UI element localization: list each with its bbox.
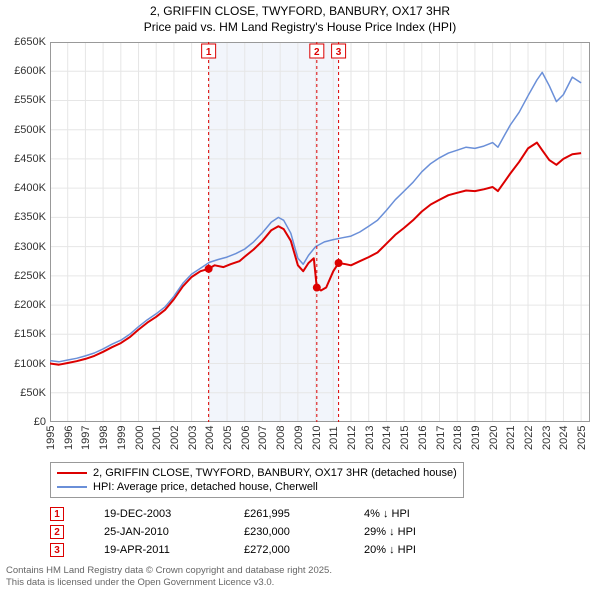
sales-row: 2 25-JAN-2010£230,00029% ↓ HPI	[50, 523, 484, 541]
x-tick-label: 2013	[364, 426, 376, 450]
y-axis: £0£50K£100K£150K£200K£250K£300K£350K£400…	[0, 42, 48, 422]
sale-price: £261,995	[244, 508, 364, 520]
legend-label: HPI: Average price, detached house, Cher…	[93, 481, 318, 493]
x-tick-label: 2008	[275, 426, 287, 450]
svg-text:1: 1	[206, 47, 212, 58]
y-tick-label: £250K	[14, 270, 46, 282]
footer-line-2: This data is licensed under the Open Gov…	[6, 577, 332, 588]
y-tick-label: £600K	[14, 65, 46, 77]
x-tick-label: 2004	[204, 426, 216, 450]
sale-price: £230,000	[244, 526, 364, 538]
title-line-2: Price paid vs. HM Land Registry's House …	[0, 20, 600, 36]
y-tick-label: £400K	[14, 182, 46, 194]
x-tick-label: 2017	[435, 426, 447, 450]
y-tick-label: £150K	[14, 328, 46, 340]
x-tick-label: 1995	[45, 426, 57, 450]
x-tick-label: 2023	[541, 426, 553, 450]
legend: 2, GRIFFIN CLOSE, TWYFORD, BANBURY, OX17…	[50, 462, 464, 498]
x-tick-label: 2016	[417, 426, 429, 450]
sale-date: 19-DEC-2003	[104, 508, 244, 520]
sale-marker-box: 1	[50, 507, 64, 521]
sale-diff: 20% ↓ HPI	[364, 544, 484, 556]
x-tick-label: 2002	[169, 426, 181, 450]
sales-row: 1 19-DEC-2003£261,9954% ↓ HPI	[50, 505, 484, 523]
x-tick-label: 2001	[151, 426, 163, 450]
x-tick-label: 2021	[505, 426, 517, 450]
footer-attribution: Contains HM Land Registry data © Crown c…	[6, 565, 332, 588]
footer-line-1: Contains HM Land Registry data © Crown c…	[6, 565, 332, 576]
x-tick-label: 2011	[328, 426, 340, 450]
title-line-1: 2, GRIFFIN CLOSE, TWYFORD, BANBURY, OX17…	[0, 4, 600, 20]
sale-diff: 29% ↓ HPI	[364, 526, 484, 538]
x-tick-label: 2005	[222, 426, 234, 450]
sales-row: 3 19-APR-2011£272,00020% ↓ HPI	[50, 541, 484, 559]
sale-diff: 4% ↓ HPI	[364, 508, 484, 520]
sale-marker-box: 3	[50, 543, 64, 557]
svg-text:3: 3	[336, 47, 342, 58]
y-tick-label: £350K	[14, 211, 46, 223]
y-tick-label: £200K	[14, 299, 46, 311]
sale-date: 19-APR-2011	[104, 544, 244, 556]
legend-swatch	[57, 472, 87, 474]
y-tick-label: £100K	[14, 358, 46, 370]
chart-title: 2, GRIFFIN CLOSE, TWYFORD, BANBURY, OX17…	[0, 0, 600, 35]
x-tick-label: 2024	[558, 426, 570, 450]
x-tick-label: 2009	[293, 426, 305, 450]
y-tick-label: £300K	[14, 241, 46, 253]
x-tick-label: 2003	[187, 426, 199, 450]
x-tick-label: 2010	[311, 426, 323, 450]
x-tick-label: 1999	[116, 426, 128, 450]
sale-date: 25-JAN-2010	[104, 526, 244, 538]
x-tick-label: 2000	[134, 426, 146, 450]
y-tick-label: £550K	[14, 94, 46, 106]
x-tick-label: 1998	[98, 426, 110, 450]
y-tick-label: £450K	[14, 153, 46, 165]
legend-swatch	[57, 486, 87, 488]
sale-price: £272,000	[244, 544, 364, 556]
x-tick-label: 1996	[63, 426, 75, 450]
plot-area: 1 2 3	[50, 42, 590, 422]
x-tick-label: 2015	[399, 426, 411, 450]
svg-text:2: 2	[314, 47, 320, 58]
sales-table: 1 19-DEC-2003£261,9954% ↓ HPI 2 25-JAN-2010…	[50, 505, 484, 559]
y-tick-label: £50K	[20, 387, 46, 399]
x-tick-label: 2012	[346, 426, 358, 450]
x-tick-label: 2014	[381, 426, 393, 450]
legend-row: 2, GRIFFIN CLOSE, TWYFORD, BANBURY, OX17…	[57, 466, 457, 480]
x-tick-label: 2006	[240, 426, 252, 450]
chart-container: 2, GRIFFIN CLOSE, TWYFORD, BANBURY, OX17…	[0, 0, 600, 590]
x-tick-label: 2007	[257, 426, 269, 450]
x-tick-label: 2022	[523, 426, 535, 450]
x-axis: 1995199619971998199920002001200220032004…	[50, 422, 590, 464]
x-tick-label: 2020	[488, 426, 500, 450]
y-tick-label: £500K	[14, 124, 46, 136]
x-tick-label: 1997	[80, 426, 92, 450]
x-tick-label: 2018	[452, 426, 464, 450]
x-tick-label: 2019	[470, 426, 482, 450]
sale-marker-box: 2	[50, 525, 64, 539]
legend-row: HPI: Average price, detached house, Cher…	[57, 480, 457, 494]
x-tick-label: 2025	[576, 426, 588, 450]
legend-label: 2, GRIFFIN CLOSE, TWYFORD, BANBURY, OX17…	[93, 467, 457, 479]
y-tick-label: £650K	[14, 36, 46, 48]
